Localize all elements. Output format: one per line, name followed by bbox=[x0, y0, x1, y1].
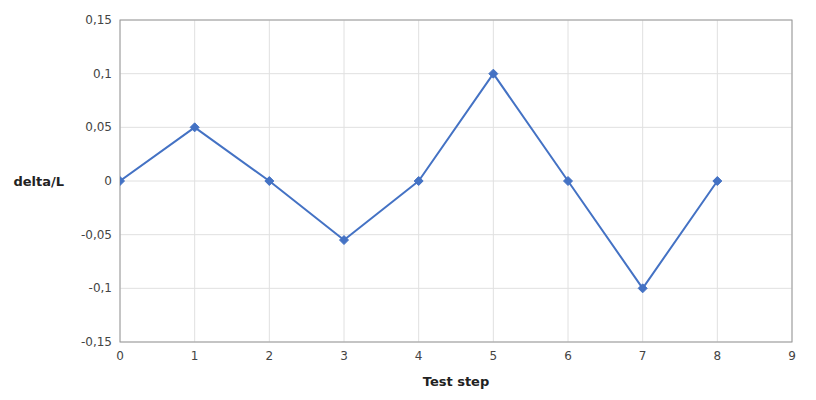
x-tick-label: 7 bbox=[639, 349, 647, 363]
x-tick-label: 4 bbox=[415, 349, 423, 363]
x-tick-label: 1 bbox=[191, 349, 199, 363]
marker bbox=[120, 177, 125, 186]
marker bbox=[564, 177, 573, 186]
marker bbox=[414, 177, 423, 186]
y-grid-line bbox=[120, 234, 792, 235]
y-grid-line bbox=[120, 288, 792, 289]
line bbox=[120, 74, 717, 289]
x-tick-label: 5 bbox=[490, 349, 498, 363]
x-tick-label: 6 bbox=[564, 349, 572, 363]
tick-labels: 0 1 2 3 4 5 6 7 8 9 -0,15 -0,1 -0,05 0 0,05 0,1 0,15 bbox=[81, 13, 796, 363]
plot-frame bbox=[120, 20, 792, 342]
x-tick-label: 0 bbox=[116, 349, 124, 363]
y-tick-label: -0,15 bbox=[81, 335, 112, 349]
marker bbox=[489, 69, 498, 78]
marker bbox=[638, 284, 647, 293]
series bbox=[120, 69, 722, 293]
y-tick-label: 0,1 bbox=[93, 67, 112, 81]
x-tick-label: 2 bbox=[266, 349, 274, 363]
grid bbox=[120, 20, 792, 342]
chart-container: 0 1 2 3 4 5 6 7 8 9 -0,15 -0,1 -0,05 0 0,05 0,1 0,15 Test… bbox=[0, 0, 816, 400]
marker bbox=[340, 236, 349, 245]
y-tick-label: 0,15 bbox=[85, 13, 112, 27]
y-tick-label: -0,1 bbox=[89, 281, 112, 295]
marker bbox=[265, 177, 274, 186]
y-grid-line bbox=[120, 73, 792, 74]
chart: 0 1 2 3 4 5 6 7 8 9 -0,15 -0,1 -0,05 0 0,05 0,1 0,15 Test… bbox=[0, 0, 816, 400]
y-tick-label: -0,05 bbox=[81, 228, 112, 242]
x-axis-label: Test step bbox=[423, 374, 490, 389]
y-tick-label: 0,05 bbox=[85, 120, 112, 134]
marker bbox=[190, 123, 199, 132]
x-tick-label: 3 bbox=[340, 349, 348, 363]
y-tick-label: 0 bbox=[104, 174, 112, 188]
y-grid-line bbox=[120, 181, 792, 182]
x-tick-label: 8 bbox=[714, 349, 722, 363]
marker bbox=[713, 177, 722, 186]
plot-background bbox=[120, 20, 792, 342]
y-axis-label: delta/L bbox=[13, 174, 64, 189]
x-tick-label: 9 bbox=[788, 349, 796, 363]
